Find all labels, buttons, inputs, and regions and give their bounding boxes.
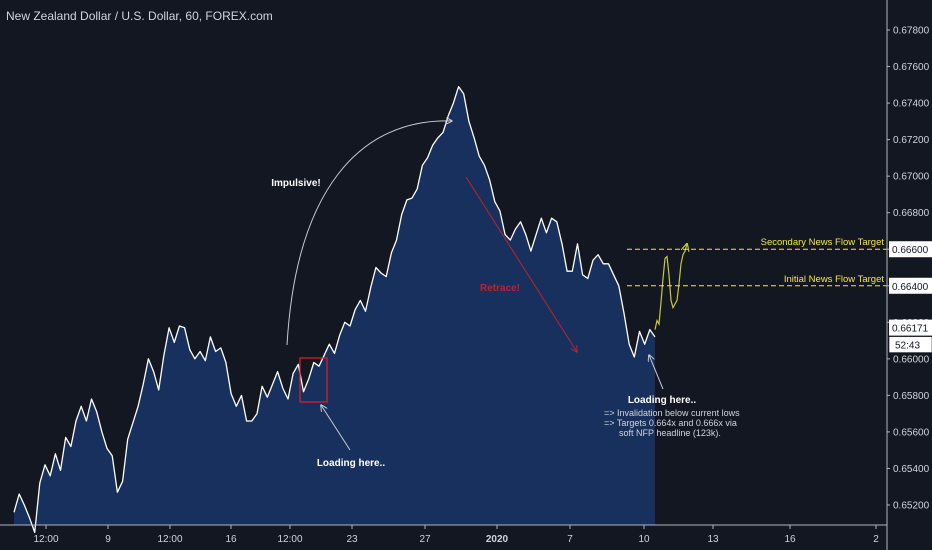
- symbol-title: New Zealand Dollar / U.S. Dollar, 60, FO…: [6, 9, 273, 23]
- level-price-text: 0.66600: [892, 245, 929, 256]
- y-tick-label: 0.65200: [893, 501, 930, 512]
- countdown-text: 52:43: [895, 341, 920, 352]
- y-tick-label: 0.67400: [893, 99, 930, 110]
- x-tick-label: 10: [638, 534, 650, 545]
- x-tick-label: 12:00: [277, 534, 302, 545]
- impulse-arrow: [286, 121, 452, 346]
- annotation-retrace: Retrace!: [480, 283, 520, 294]
- y-tick-label: 0.67200: [893, 135, 930, 146]
- annotation-loading-right: Loading here..: [628, 395, 697, 406]
- x-tick-label: 16: [784, 534, 796, 545]
- annotation-note-line: => Invalidation below current lows: [604, 408, 740, 418]
- y-tick-label: 0.67000: [893, 172, 930, 183]
- annotation-note-line: soft NFP headline (123k).: [619, 428, 721, 438]
- last-price-badge: [889, 319, 932, 336]
- target-level-label: Initial News Flow Target: [784, 274, 885, 285]
- x-tick-label: 12:00: [33, 534, 58, 545]
- projection-path: [654, 244, 687, 330]
- y-tick-label: 0.66000: [893, 354, 930, 365]
- y-tick-label: 0.65600: [893, 427, 930, 438]
- x-tick-label: 27: [419, 534, 431, 545]
- x-tick-label: 7: [567, 534, 573, 545]
- level-price-badge: [889, 277, 932, 294]
- x-tick-label: 2020: [486, 534, 509, 545]
- chart-header: New Zealand Dollar / U.S. Dollar, 60, FO…: [6, 7, 273, 25]
- level-price-badge: [889, 241, 932, 258]
- loading-arrow-left: [321, 405, 351, 451]
- y-tick-label: 0.65400: [893, 464, 930, 475]
- x-tick-label: 16: [225, 534, 237, 545]
- price-line: [13, 85, 656, 534]
- last-price-text: 0.66171: [892, 324, 929, 335]
- target-level-label: Secondary News Flow Target: [761, 237, 885, 248]
- y-tick-label: 0.67600: [893, 62, 930, 73]
- x-tick-label: 2: [873, 534, 879, 545]
- loading-zone-box: [299, 357, 328, 403]
- x-tick-label: 23: [346, 534, 358, 545]
- annotation-impulsive: Impulsive!: [271, 178, 320, 189]
- x-tick-label: 12:00: [157, 534, 182, 545]
- x-tick-label: 9: [105, 534, 111, 545]
- loading-arrow-right: [649, 355, 664, 390]
- x-tick-label: 13: [707, 534, 719, 545]
- price-area: [14, 86, 655, 533]
- retrace-arrow: [465, 176, 577, 352]
- y-tick-label: 0.66800: [893, 208, 930, 219]
- countdown-badge: [888, 336, 932, 353]
- annotation-loading-left: Loading here..: [317, 458, 386, 469]
- y-tick-label: 0.67800: [893, 26, 930, 37]
- level-price-text: 0.66400: [892, 282, 929, 293]
- y-tick-label: 0.65800: [893, 391, 930, 402]
- annotation-note-line: => Targets 0.664x and 0.666x via: [604, 418, 737, 428]
